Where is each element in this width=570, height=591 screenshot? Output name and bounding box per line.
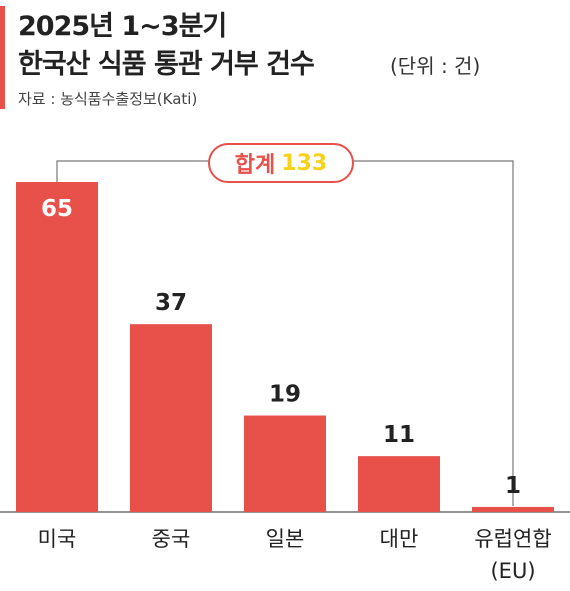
- category-label-4-1: (EU): [490, 559, 535, 583]
- total-value: 133: [281, 150, 328, 176]
- category-label-3: 대만: [380, 527, 419, 551]
- category-label-0: 미국: [38, 527, 77, 551]
- category-label-4-0: 유럽연합: [474, 527, 551, 551]
- bar-3: [358, 456, 440, 512]
- total-label: 합계: [234, 153, 276, 178]
- data-label-2: 19: [269, 382, 301, 408]
- data-label-0: 65: [41, 196, 73, 222]
- data-label-1: 37: [155, 290, 187, 316]
- bar-2: [244, 415, 326, 512]
- total-badge: 합계 133: [208, 143, 354, 183]
- unit-label: (단위 : 건): [390, 54, 481, 78]
- bar-1: [130, 324, 212, 512]
- source-label: 자료 : 농식품수출정보(Kati): [18, 90, 198, 108]
- chart-title-line2: 한국산 식품 통관 거부 건수: [18, 49, 315, 80]
- data-label-3: 11: [383, 422, 415, 448]
- category-label-2: 일본: [266, 527, 305, 551]
- title-accent-bar: [0, 6, 5, 109]
- category-label-1: 중국: [152, 527, 191, 551]
- bar-4: [472, 506, 554, 512]
- chart-title-line1: 2025년 1~3분기: [18, 11, 227, 42]
- data-label-4: 1: [505, 473, 521, 499]
- bar-0: [16, 182, 98, 512]
